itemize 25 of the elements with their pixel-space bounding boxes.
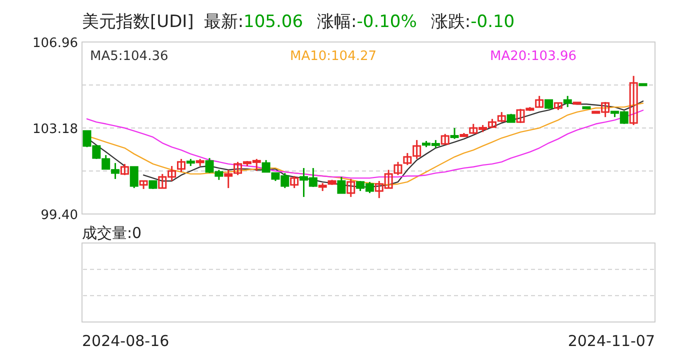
text: MA5:104.36 xyxy=(90,49,168,64)
candlestick xyxy=(629,75,638,126)
y-tick-label: 106.96 xyxy=(32,36,78,51)
candlestick xyxy=(346,178,356,198)
candlestick xyxy=(120,163,129,176)
text: MA20:103.96 xyxy=(490,49,577,64)
text: 最新:105.06 xyxy=(204,12,304,32)
candlestick xyxy=(290,175,299,189)
candlestick xyxy=(450,127,459,140)
text: 涨幅:-0.10% xyxy=(317,12,417,32)
candlestick xyxy=(262,159,270,173)
text: 涨跌:-0.10 xyxy=(430,12,515,32)
candlestick xyxy=(440,133,450,145)
y-tick-label: 103.18 xyxy=(32,122,78,137)
candlestick xyxy=(337,176,346,194)
y-tick-label: 99.40 xyxy=(40,208,78,223)
text: 2024-11-07 xyxy=(568,332,655,350)
candlestick xyxy=(497,111,506,123)
text: MA10:104.27 xyxy=(290,49,377,64)
text: 成交量:0 xyxy=(82,224,142,242)
text: 2024-08-16 xyxy=(82,332,170,350)
candlestick xyxy=(176,158,186,173)
candlestick xyxy=(563,95,572,108)
chart-title: 美元指数[UDI] xyxy=(82,12,194,32)
candlestick xyxy=(130,166,138,189)
